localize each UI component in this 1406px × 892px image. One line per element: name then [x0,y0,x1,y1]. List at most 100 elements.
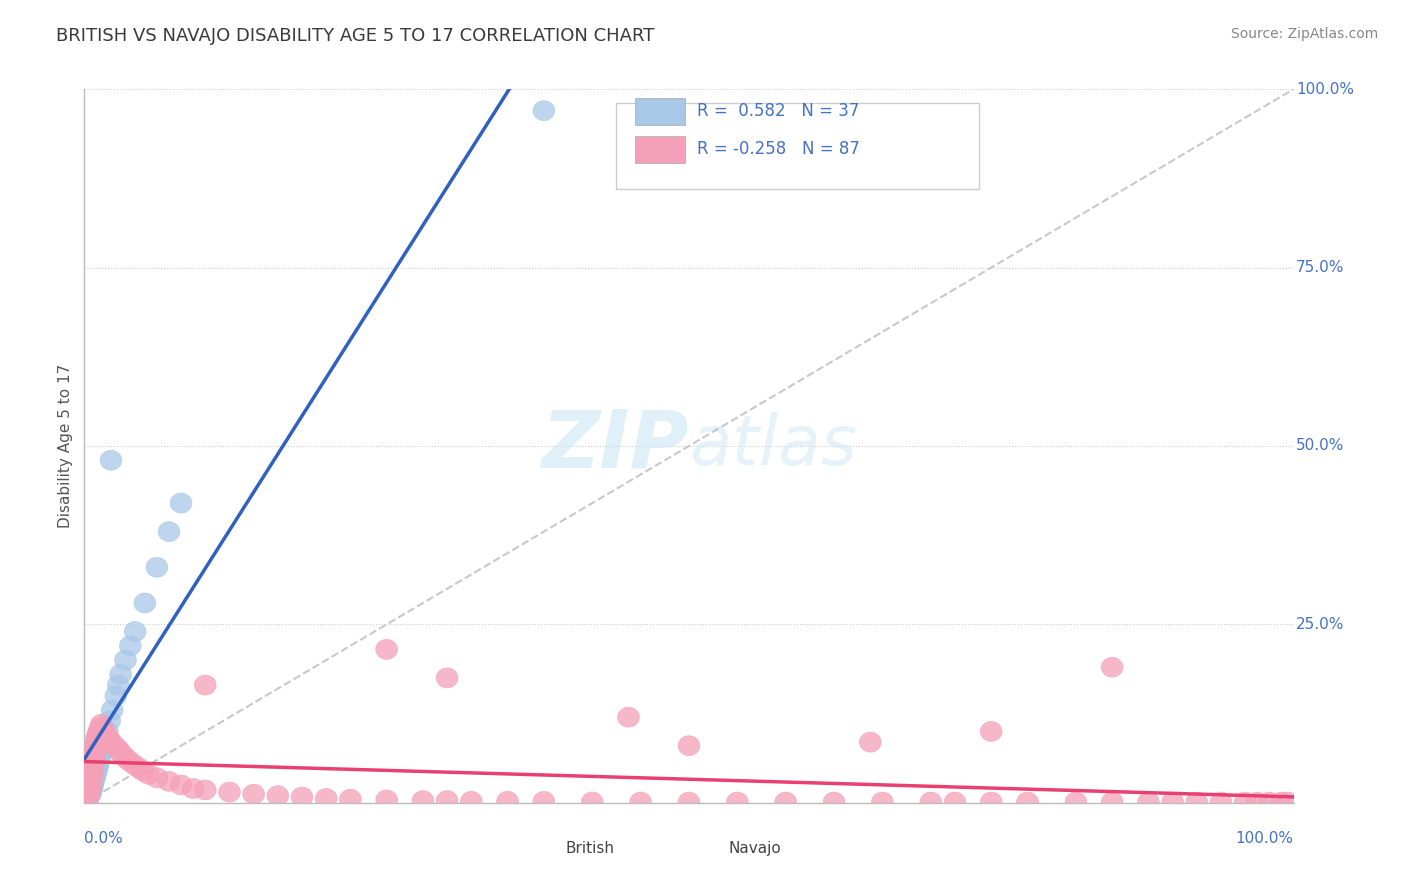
Ellipse shape [80,761,103,780]
Ellipse shape [104,736,125,756]
Ellipse shape [97,722,118,741]
Ellipse shape [533,101,555,120]
Ellipse shape [194,780,217,800]
Ellipse shape [218,782,240,802]
Ellipse shape [87,727,108,747]
Ellipse shape [617,707,640,727]
Ellipse shape [76,789,97,809]
Ellipse shape [93,736,115,756]
Ellipse shape [90,714,112,734]
Ellipse shape [375,640,398,659]
Ellipse shape [101,700,124,720]
Ellipse shape [86,732,107,752]
Ellipse shape [89,718,111,738]
Ellipse shape [94,729,115,748]
FancyBboxPatch shape [616,103,979,189]
Text: R = -0.258   N = 87: R = -0.258 N = 87 [697,140,860,158]
Ellipse shape [460,791,482,812]
Ellipse shape [83,750,105,770]
Ellipse shape [1234,792,1256,812]
Ellipse shape [97,729,120,748]
Ellipse shape [157,772,180,791]
Ellipse shape [122,754,143,773]
Ellipse shape [533,791,555,812]
Ellipse shape [79,786,100,805]
Ellipse shape [84,739,105,759]
Ellipse shape [83,747,105,766]
Ellipse shape [86,761,107,780]
Ellipse shape [132,761,153,780]
Ellipse shape [100,732,122,752]
Ellipse shape [82,775,104,795]
Ellipse shape [1101,792,1123,812]
Ellipse shape [1161,792,1184,812]
Ellipse shape [1271,792,1292,812]
Ellipse shape [291,787,314,807]
Ellipse shape [82,756,104,776]
Y-axis label: Disability Age 5 to 17: Disability Age 5 to 17 [58,364,73,528]
Ellipse shape [114,747,135,766]
Ellipse shape [89,747,111,766]
Ellipse shape [496,791,519,812]
Ellipse shape [1101,657,1123,677]
Ellipse shape [1246,792,1268,812]
Ellipse shape [980,722,1002,741]
Ellipse shape [1185,792,1208,812]
Text: Source: ZipAtlas.com: Source: ZipAtlas.com [1230,27,1378,41]
Text: 0.0%: 0.0% [84,831,124,847]
Ellipse shape [79,780,100,800]
FancyBboxPatch shape [526,840,560,856]
Ellipse shape [80,780,103,800]
Ellipse shape [1137,792,1160,812]
Text: ZIP: ZIP [541,407,689,485]
Ellipse shape [120,636,141,656]
Text: 25.0%: 25.0% [1296,617,1344,632]
Ellipse shape [91,739,114,759]
Ellipse shape [77,784,98,805]
FancyBboxPatch shape [689,840,723,856]
Ellipse shape [89,722,110,741]
Ellipse shape [80,764,103,784]
Ellipse shape [315,789,337,808]
Ellipse shape [678,792,700,812]
Ellipse shape [146,768,167,788]
Ellipse shape [194,675,217,695]
Ellipse shape [1277,792,1298,812]
Ellipse shape [80,775,101,795]
Ellipse shape [80,768,103,788]
Ellipse shape [83,743,105,763]
Ellipse shape [1211,792,1232,812]
Ellipse shape [872,792,893,812]
Ellipse shape [980,792,1002,812]
FancyBboxPatch shape [634,136,685,162]
Ellipse shape [80,779,101,798]
Ellipse shape [100,450,122,470]
Text: Navajo: Navajo [728,841,782,856]
Ellipse shape [80,772,101,791]
Ellipse shape [82,758,104,779]
Ellipse shape [86,729,107,748]
Ellipse shape [124,622,146,641]
Ellipse shape [1017,792,1039,812]
Ellipse shape [79,782,100,802]
Ellipse shape [823,792,845,812]
Ellipse shape [630,792,651,812]
Ellipse shape [86,758,107,779]
Ellipse shape [105,686,127,706]
Ellipse shape [775,792,797,812]
Ellipse shape [436,790,458,811]
Ellipse shape [375,790,398,810]
Ellipse shape [920,792,942,812]
Ellipse shape [82,772,104,793]
Ellipse shape [93,722,115,741]
Ellipse shape [77,789,98,809]
Ellipse shape [1258,792,1281,812]
Ellipse shape [1064,792,1087,812]
Ellipse shape [157,522,180,541]
Ellipse shape [98,711,121,731]
Ellipse shape [87,754,108,773]
Ellipse shape [87,756,108,776]
Ellipse shape [183,779,204,798]
Text: British: British [565,841,614,856]
Ellipse shape [87,725,108,745]
